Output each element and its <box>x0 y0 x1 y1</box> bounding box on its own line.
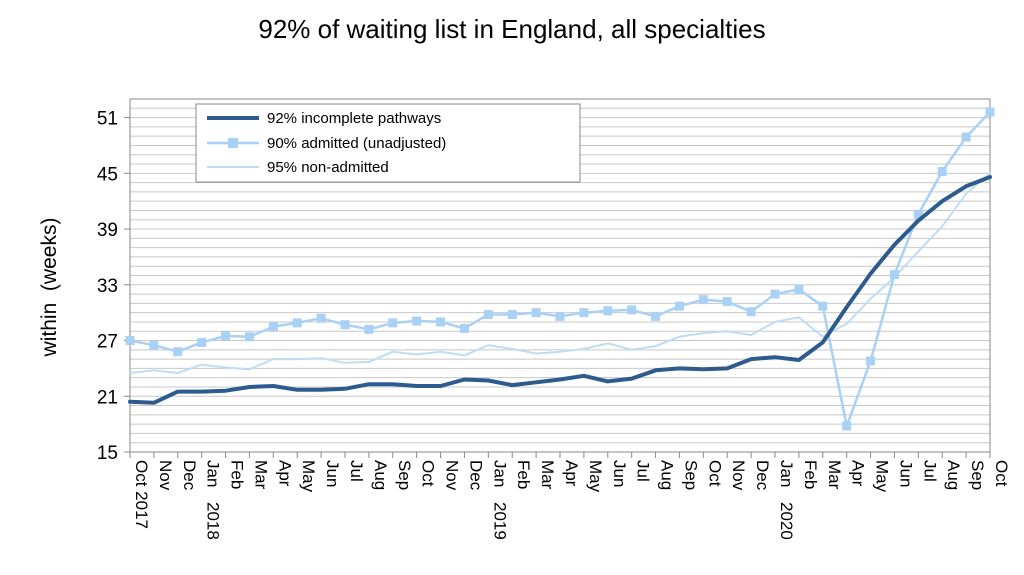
data-point <box>244 332 254 342</box>
x-tick-label: Sep <box>681 460 700 490</box>
x-tick-label: Jun <box>610 460 629 487</box>
x-tick-label: Oct 2017 <box>132 460 151 529</box>
x-tick-label: Oct <box>419 460 438 487</box>
data-point <box>794 284 804 294</box>
x-tick-label: Dec <box>466 460 485 491</box>
x-tick-label: May <box>873 460 892 493</box>
x-year-label: 2020 <box>777 502 796 540</box>
data-point <box>507 310 517 320</box>
series-line-2 <box>129 172 991 374</box>
x-tick-label: Apr <box>849 460 868 487</box>
x-tick-label: Dec <box>753 460 772 491</box>
x-tick-label: Feb <box>801 460 820 489</box>
data-point <box>866 356 876 366</box>
x-tick-label: Jul <box>347 460 366 482</box>
data-point <box>340 320 350 330</box>
data-point <box>436 317 446 327</box>
series-group <box>125 107 995 431</box>
data-point <box>364 324 374 334</box>
x-tick-label: Aug <box>658 460 677 490</box>
y-tick-label: 39 <box>97 220 118 241</box>
data-point <box>316 313 326 323</box>
data-point <box>746 307 756 317</box>
series-line-0 <box>128 175 992 405</box>
x-tick-label: Nov <box>443 460 462 491</box>
data-point <box>531 308 541 318</box>
data-point <box>173 347 183 357</box>
data-point <box>268 322 278 332</box>
data-point <box>292 318 302 328</box>
y-tick-label: 33 <box>97 276 118 297</box>
y-tick-label: 27 <box>97 332 118 353</box>
legend-label-incomplete: 92% incomplete pathways <box>267 110 441 127</box>
data-point <box>770 289 780 299</box>
data-point <box>125 336 135 346</box>
x-tick-label: Nov <box>156 460 175 491</box>
x-tick-label: Jun <box>896 460 915 487</box>
x-tick-label: Apr <box>562 460 581 487</box>
x-tick-label: Mar <box>251 460 270 490</box>
x-tick-label: Jan <box>490 460 509 487</box>
legend: 92% incomplete pathways 90% admitted (un… <box>195 103 581 183</box>
x-tick-label: Mar <box>538 460 557 490</box>
x-tick-label: May <box>586 460 605 493</box>
x-tick-label: Oct <box>992 460 1011 487</box>
x-tick-label: Apr <box>275 460 294 487</box>
y-tick-label: 51 <box>97 109 118 130</box>
x-year-label: 2019 <box>490 502 509 540</box>
x-tick-label: Jul <box>634 460 653 482</box>
x-tick-label: Oct <box>705 460 724 487</box>
x-tick-label: Feb <box>514 460 533 489</box>
x-tick-label: Aug <box>944 460 963 490</box>
data-point <box>818 301 828 311</box>
data-point <box>579 308 589 318</box>
data-point <box>889 270 899 280</box>
data-point <box>698 295 708 305</box>
data-point <box>913 209 923 219</box>
data-point <box>388 318 398 328</box>
data-point <box>722 297 732 307</box>
data-point <box>985 107 995 117</box>
x-tick-label: Sep <box>395 460 414 490</box>
legend-label-admitted: 90% admitted (unadjusted) <box>267 135 446 152</box>
x-tick-label: Jan <box>204 460 223 487</box>
y-tick-label: 15 <box>97 443 118 464</box>
data-point <box>221 331 231 341</box>
x-tick-label: Jul <box>920 460 939 482</box>
data-point <box>961 132 971 142</box>
x-tick-label: Dec <box>180 460 199 491</box>
legend-marker-admitted <box>228 138 238 148</box>
x-tick-label: Aug <box>371 460 390 490</box>
x-tick-label: Sep <box>968 460 987 490</box>
data-point <box>603 306 613 316</box>
data-point <box>483 310 493 320</box>
x-tick-label: Nov <box>729 460 748 491</box>
legend-label-nonadmitted: 95% non-admitted <box>267 159 389 176</box>
y-axis: 15 21 27 33 39 45 51 <box>97 109 130 464</box>
data-point <box>555 311 565 321</box>
data-point <box>842 421 852 431</box>
data-point <box>627 305 637 315</box>
data-point <box>651 311 661 321</box>
data-point <box>412 316 422 326</box>
x-tick-label: Jan <box>777 460 796 487</box>
data-point <box>197 337 207 347</box>
data-point <box>937 166 947 176</box>
data-point <box>459 323 469 333</box>
y-tick-label: 45 <box>97 164 118 185</box>
y-tick-label: 21 <box>97 387 118 408</box>
x-year-label: 2018 <box>204 502 223 540</box>
data-point <box>674 301 684 311</box>
x-tick-label: Mar <box>825 460 844 490</box>
x-tick-label: Feb <box>228 460 247 489</box>
chart-title: 92% of waiting list in England, all spec… <box>258 14 766 44</box>
data-point <box>149 340 159 350</box>
x-tick-label: Jun <box>323 460 342 487</box>
x-tick-label: May <box>299 460 318 493</box>
legend-box <box>195 103 581 183</box>
